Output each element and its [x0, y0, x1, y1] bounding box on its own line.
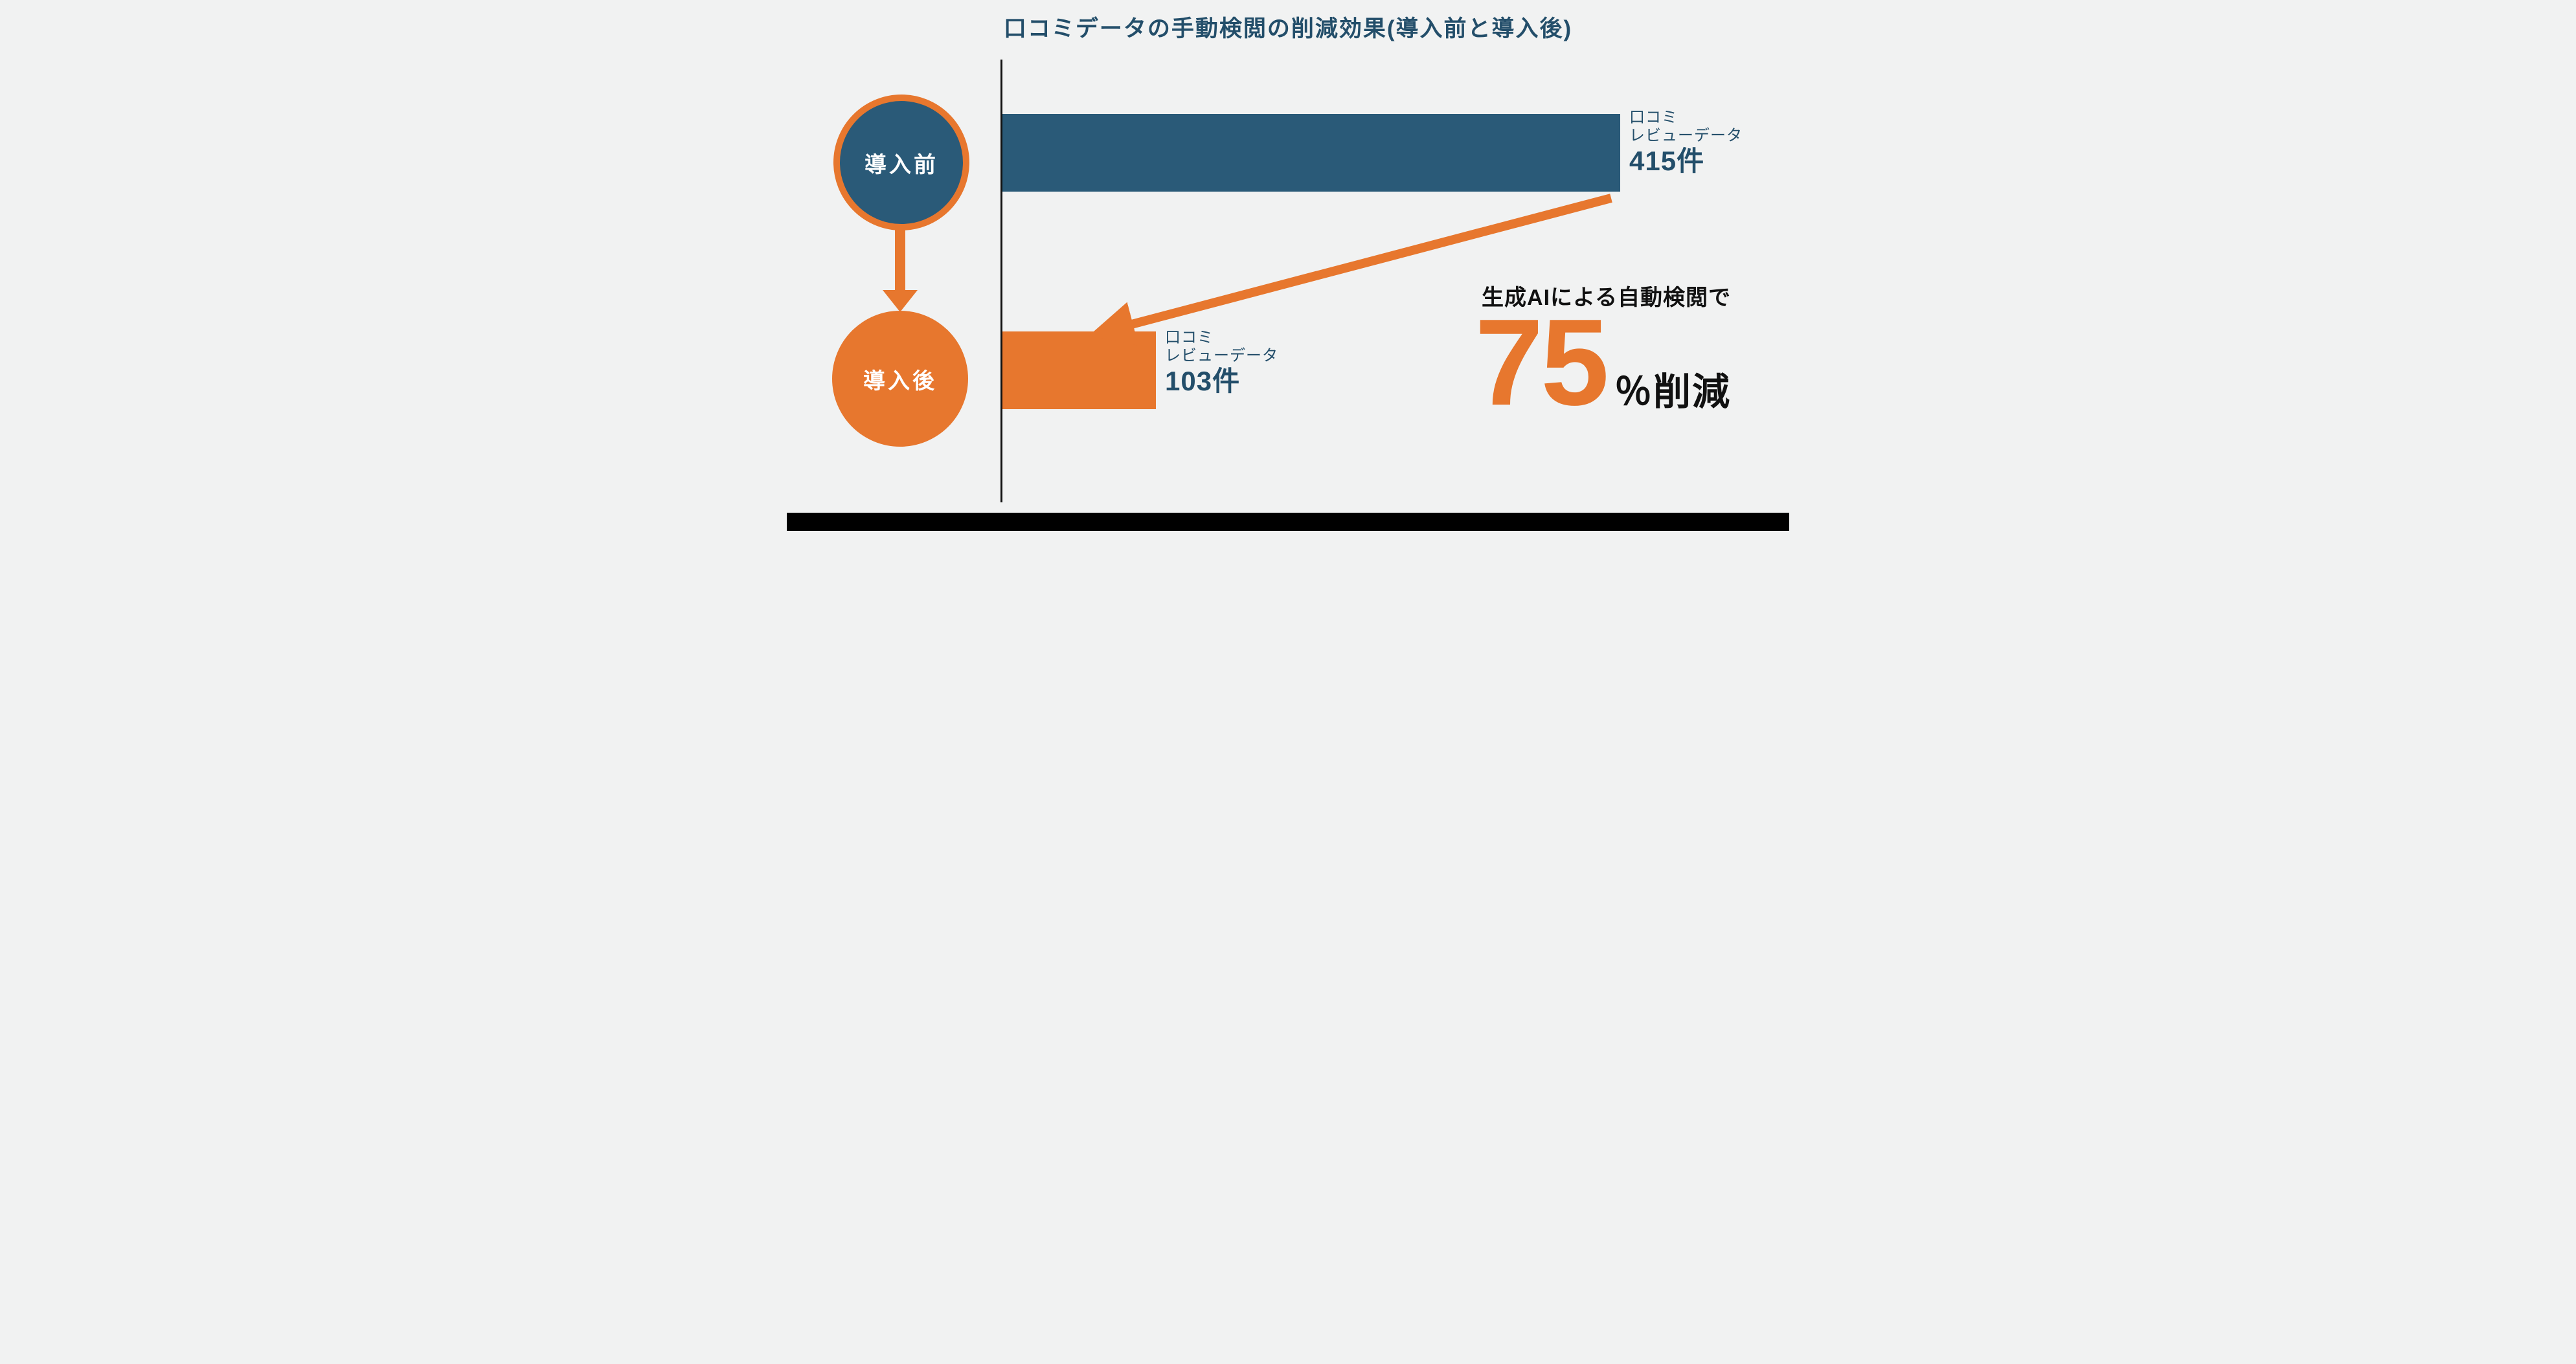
bar-after-label-line2: レビューデータ	[1165, 347, 1278, 365]
after-badge-circle: 導入後	[832, 311, 968, 447]
callout-unit-suffix: ％削減	[1614, 361, 1731, 416]
bar-after-label: 口コミ レビューデータ 103件	[1165, 329, 1278, 397]
bar-before-value: 415件	[1629, 146, 1743, 177]
footer-strip	[787, 513, 1789, 531]
bar-after-label-line1: 口コミ	[1165, 329, 1278, 347]
bar-after-value: 103件	[1165, 366, 1278, 397]
down-arrow-icon	[893, 229, 907, 313]
bar-after	[1002, 331, 1156, 409]
before-badge-label: 導入前	[864, 147, 938, 179]
before-badge-circle: 導入前	[833, 95, 969, 230]
infographic-stage: 口コミデータの手動検閲の削減効果(導入前と導入後) 導入前 導入後 口コミ レビ…	[787, 0, 1789, 531]
bar-before	[1002, 114, 1620, 192]
reduction-callout: 生成AIによる自動検閲で 75 ％削減	[1475, 280, 1731, 418]
chart-title: 口コミデータの手動検閲の削減効果(導入前と導入後)	[787, 10, 1789, 43]
bar-before-label-line2: レビューデータ	[1629, 127, 1743, 145]
bar-before-label-line1: 口コミ	[1629, 109, 1743, 127]
bar-before-label: 口コミ レビューデータ 415件	[1629, 109, 1743, 177]
after-badge-label: 導入後	[863, 363, 937, 395]
callout-big-number: 75	[1475, 307, 1607, 418]
